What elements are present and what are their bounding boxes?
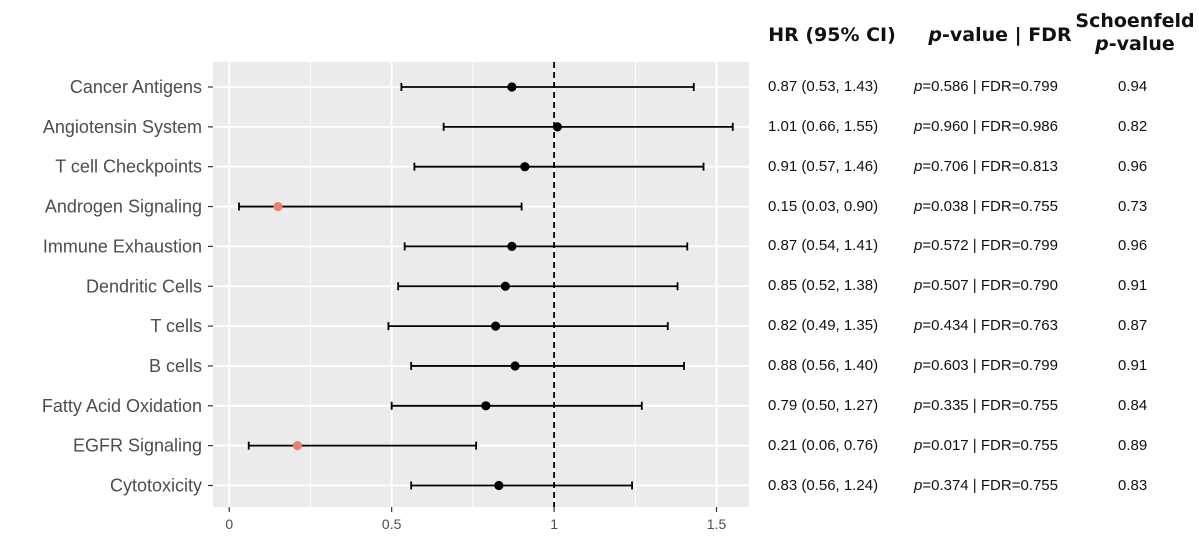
header-schoenfeld-line1: Schoenfeld (1075, 10, 1195, 32)
pvalue-fdr-text: =0.706 | FDR=0.813 (922, 157, 1058, 175)
y-tick-label: Immune Exhaustion (43, 236, 202, 256)
pvalue-p-symbol: p (914, 157, 923, 175)
pvalue-fdr-cell: p=0.706 | FDR=0.813 (914, 158, 1058, 175)
x-tick-label: 0 (225, 516, 233, 532)
pvalue-p-symbol: p (914, 78, 923, 95)
hr-ci-cell: 0.79 (0.50, 1.27) (768, 396, 879, 414)
schoenfeld-cell: 0.83 (1118, 476, 1148, 494)
y-tick-label: Androgen Signaling (45, 197, 202, 217)
pvalue-fdr-cell: p=0.017 | FDR=0.755 (914, 437, 1058, 454)
hr-point (507, 241, 517, 251)
hr-ci-cell: 0.85 (0.52, 1.38) (768, 277, 879, 295)
schoenfeld-cell: 0.73 (1118, 197, 1148, 215)
hr-point (507, 82, 517, 92)
y-tick-label: Cytotoxicity (110, 476, 202, 496)
header-hr-ci: HR (95% CI) (762, 24, 902, 46)
pvalue-fdr-text: =0.960 | FDR=0.986 (922, 117, 1058, 135)
pvalue-fdr-cell: p=0.960 | FDR=0.986 (914, 118, 1058, 135)
pvalue-p-symbol: p (914, 356, 923, 374)
y-tick-label: Fatty Acid Oxidation (42, 396, 202, 416)
forest-plot: Cancer Antigens Angiotensin System T cell … (42, 62, 749, 532)
hr-point (520, 162, 530, 172)
pvalue-p-symbol: p (914, 476, 923, 494)
pvalue-fdr-cell: p=0.572 | FDR=0.799 (914, 237, 1058, 254)
hr-ci-cell: 0.91 (0.57, 1.46) (768, 157, 879, 175)
y-tick-label: B cells (149, 356, 202, 376)
schoenfeld-cell: 0.91 (1118, 356, 1148, 374)
schoenfeld-cell: 0.87 (1118, 317, 1148, 335)
x-tick-label: 0.5 (382, 516, 402, 532)
hr-ci-cell: 0.21 (0.06, 0.76) (768, 436, 879, 454)
pvalue-fdr-cell: p=0.038 | FDR=0.755 (914, 198, 1058, 215)
schoenfeld-cell: 0.96 (1118, 157, 1148, 175)
hr-point (510, 361, 520, 371)
x-tick-label: 1.5 (707, 516, 727, 532)
schoenfeld-cell: 0.89 (1118, 436, 1148, 454)
pvalue-p-symbol: p (914, 396, 923, 414)
pvalue-p-symbol: p (914, 237, 923, 255)
y-tick-label: EGFR Signaling (73, 436, 202, 456)
hr-point (500, 281, 510, 291)
header-pvalue-rest: -value | FDR (942, 24, 1072, 46)
hr-ci-cell: 0.15 (0.03, 0.90) (768, 197, 879, 215)
hr-point (273, 201, 283, 212)
hr-ci-cell: 1.01 (0.66, 1.55) (768, 117, 879, 135)
pvalue-fdr-cell: p=0.335 | FDR=0.755 (914, 397, 1058, 414)
header-pvalue-p: p (928, 24, 943, 46)
pvalue-fdr-text: =0.374 | FDR=0.755 (922, 476, 1058, 494)
pvalue-fdr-text: =0.572 | FDR=0.799 (922, 237, 1058, 255)
schoenfeld-cell: 0.82 (1118, 117, 1148, 135)
hr-ci-cell: 0.88 (0.56, 1.40) (768, 356, 879, 374)
pvalue-fdr-cell: p=0.434 | FDR=0.763 (914, 317, 1058, 334)
hr-point (292, 441, 303, 451)
pvalue-p-symbol: p (914, 197, 923, 215)
pvalue-p-symbol: p (914, 277, 923, 295)
pvalue-fdr-text: =0.335 | FDR=0.755 (922, 396, 1058, 414)
header-hr-ci-text: HR (95% CI) (768, 24, 896, 46)
hr-point (481, 401, 491, 411)
pvalue-fdr-cell: p=0.586 | FDR=0.799 (914, 78, 1058, 95)
pvalue-fdr-cell: p=0.374 | FDR=0.755 (914, 477, 1058, 494)
schoenfeld-cell: 0.96 (1118, 237, 1148, 255)
header-schoenfeld: Schoenfeld p-value (1075, 10, 1195, 56)
pvalue-fdr-text: =0.586 | FDR=0.799 (922, 78, 1058, 95)
y-tick-label: Dendritic Cells (86, 276, 202, 296)
header-schoenfeld-p: p (1095, 33, 1109, 55)
pvalue-fdr-cell: p=0.603 | FDR=0.799 (914, 357, 1058, 374)
x-tick-label: 1 (550, 516, 558, 532)
header-schoenfeld-rest: -value (1108, 33, 1175, 55)
hr-ci-cell: 0.87 (0.53, 1.43) (768, 78, 879, 95)
schoenfeld-cell: 0.91 (1118, 277, 1148, 295)
y-tick-label: Angiotensin System (43, 117, 202, 137)
hr-point (494, 480, 504, 491)
hr-ci-cell: 0.82 (0.49, 1.35) (768, 317, 879, 335)
pvalue-p-symbol: p (914, 317, 923, 335)
schoenfeld-cell: 0.84 (1118, 396, 1148, 414)
pvalue-fdr-text: =0.507 | FDR=0.790 (922, 277, 1058, 295)
hr-ci-cell: 0.87 (0.54, 1.41) (768, 237, 879, 255)
hr-ci-cell: 0.83 (0.56, 1.24) (768, 476, 879, 494)
hr-point (552, 122, 562, 132)
hr-point (491, 321, 501, 331)
pvalue-fdr-text: =0.434 | FDR=0.763 (922, 317, 1058, 335)
pvalue-fdr-text: =0.603 | FDR=0.799 (922, 356, 1058, 374)
pvalue-fdr-text: =0.038 | FDR=0.755 (922, 197, 1058, 215)
pvalue-fdr-cell: p=0.507 | FDR=0.790 (914, 277, 1058, 294)
pvalue-p-symbol: p (914, 436, 923, 454)
schoenfeld-cell: 0.94 (1118, 78, 1148, 95)
y-tick-label: Cancer Antigens (70, 77, 202, 97)
y-tick-label: T cells (150, 316, 202, 336)
header-pvalue-fdr: p-value | FDR (915, 24, 1085, 46)
plot-panel (213, 62, 749, 507)
pvalue-p-symbol: p (914, 117, 923, 135)
y-tick-label: T cell Checkpoints (55, 157, 202, 177)
pvalue-fdr-text: =0.017 | FDR=0.755 (922, 436, 1058, 454)
